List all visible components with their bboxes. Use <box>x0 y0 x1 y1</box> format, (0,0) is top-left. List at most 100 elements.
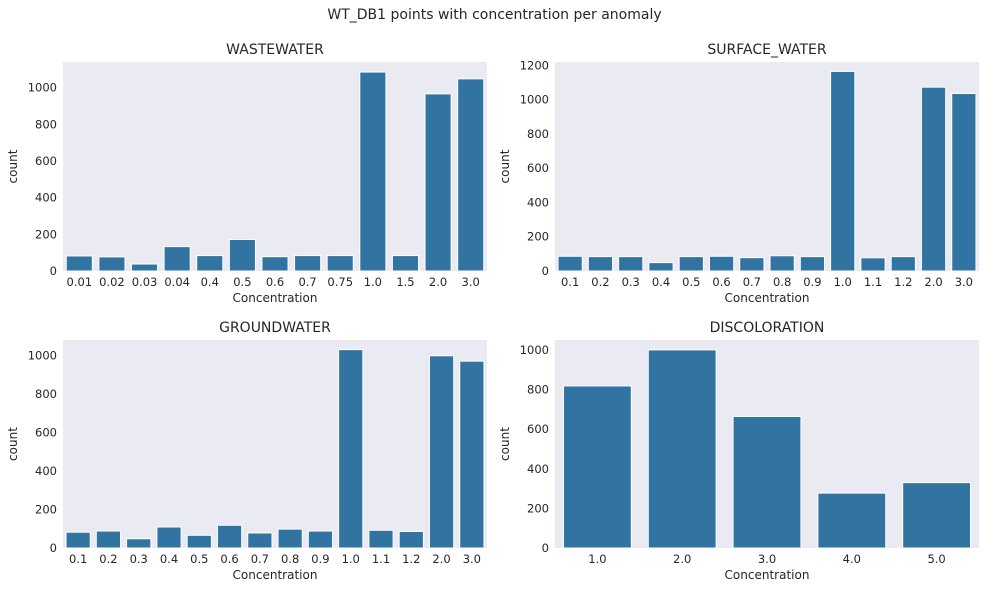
bar <box>368 529 394 549</box>
y-tick-label: 800 <box>35 387 57 401</box>
x-tick-label: 0.2 <box>99 552 117 566</box>
y-axis-label: count <box>498 149 512 183</box>
bar <box>618 256 644 272</box>
bar <box>247 532 273 549</box>
y-tick-label: 600 <box>35 425 57 439</box>
bar <box>739 257 765 272</box>
x-tick-label: 0.7 <box>298 275 316 289</box>
y-tick-label: 200 <box>527 230 549 244</box>
subplot-title: GROUNDWATER <box>219 320 331 336</box>
y-tick-label: 400 <box>35 464 57 478</box>
bar <box>65 255 93 272</box>
y-axis-label: count <box>498 427 512 461</box>
y-tick-label: 400 <box>527 462 549 476</box>
y-tick-label: 400 <box>527 195 549 209</box>
bar <box>130 263 159 272</box>
subplot-wastewater: 0.01 0.02 0.03 0.04 0.4 0.5 0.6 0.7 0.75 1.0 1.5 2.… <box>6 42 487 305</box>
subplot-title: SURFACE_WATER <box>707 42 827 58</box>
x-tick-label: 1.1 <box>864 275 882 289</box>
bar <box>326 255 354 272</box>
y-tick-label: 800 <box>527 127 549 141</box>
figure-title: WT_DB1 points with concentration per ano… <box>327 7 662 23</box>
bar <box>216 524 243 549</box>
y-tick-label: 0 <box>542 541 549 555</box>
subplot-discoloration: 1.0 2.0 3.0 4.0 5.0 0 200 400 600 800 1000 DISCOLOR… <box>498 320 979 582</box>
bar <box>391 255 420 272</box>
bar <box>769 255 795 272</box>
bar <box>648 262 674 272</box>
x-tick-label: 0.03 <box>132 275 158 289</box>
x-tick-label: 0.7 <box>251 552 269 566</box>
subplot-groundwater: 0.1 0.2 0.3 0.4 0.5 0.6 0.7 0.8 0.9 1.0 1.1 1.2 2.0 3… <box>6 320 487 582</box>
x-tick-label: 0.4 <box>201 275 219 289</box>
bar <box>732 415 802 549</box>
y-tick-label: 600 <box>35 154 57 168</box>
bar <box>951 93 977 272</box>
x-tick-label: 0.9 <box>311 552 329 566</box>
bar <box>186 534 212 549</box>
x-tick-label: 0.6 <box>220 552 238 566</box>
x-tick-label: 0.8 <box>281 552 299 566</box>
bar <box>428 355 455 549</box>
y-tick-label: 0 <box>50 264 57 278</box>
x-tick-label: 0.1 <box>561 275 579 289</box>
bar <box>398 530 424 549</box>
y-tick-label: 200 <box>527 501 549 515</box>
plot-area <box>63 62 487 271</box>
x-tick-label: 0.3 <box>130 552 148 566</box>
y-tick-label: 800 <box>527 383 549 397</box>
bar <box>359 71 387 272</box>
subplot-surface-water: 0.1 0.2 0.3 0.4 0.5 0.6 0.7 0.8 0.9 1.0 1.1 1.2 2.0 3… <box>498 42 979 305</box>
bar <box>902 482 972 549</box>
bar <box>196 255 224 272</box>
y-tick-label: 800 <box>35 117 57 131</box>
x-tick-label: 3.0 <box>463 552 481 566</box>
x-axis-label: Concentration <box>233 568 318 582</box>
bar <box>424 93 452 272</box>
bar <box>587 256 614 272</box>
bar <box>457 78 485 272</box>
x-tick-label: 2.0 <box>673 552 691 566</box>
bar <box>65 531 91 549</box>
bar <box>95 530 122 549</box>
x-tick-label: 0.6 <box>712 275 730 289</box>
x-tick-label: 3.0 <box>462 275 480 289</box>
x-tick-label: 0.1 <box>69 552 87 566</box>
x-tick-label: 0.75 <box>327 275 353 289</box>
subplot-title: WASTEWATER <box>226 42 324 58</box>
y-axis-label: count <box>6 427 20 461</box>
x-tick-label: 0.04 <box>164 275 190 289</box>
x-tick-label: 1.0 <box>834 275 852 289</box>
x-tick-label: 1.2 <box>402 552 420 566</box>
bar <box>261 256 289 272</box>
bar <box>459 360 485 549</box>
y-tick-label: 600 <box>527 161 549 175</box>
x-tick-label: 0.7 <box>743 275 761 289</box>
bar <box>562 385 632 549</box>
x-tick-label: 1.0 <box>588 552 606 566</box>
bar <box>156 526 182 549</box>
x-tick-label: 2.0 <box>432 552 450 566</box>
bar <box>307 530 334 549</box>
bar <box>277 528 303 549</box>
x-tick-label: 0.4 <box>652 275 670 289</box>
x-axis-label: Concentration <box>233 291 318 305</box>
bar <box>294 255 322 272</box>
x-tick-label: 1.0 <box>342 552 360 566</box>
x-tick-label: 3.0 <box>758 552 776 566</box>
bar <box>817 492 887 549</box>
x-tick-label: 0.2 <box>591 275 609 289</box>
bar <box>647 349 717 549</box>
y-tick-label: 1000 <box>28 81 57 95</box>
x-tick-label: 1.2 <box>894 275 912 289</box>
bar <box>163 246 191 272</box>
x-tick-label: 0.8 <box>773 275 791 289</box>
subplot-title: DISCOLORATION <box>710 320 825 336</box>
x-axis-label: Concentration <box>725 291 810 305</box>
bar <box>557 255 583 272</box>
x-tick-label: 0.5 <box>190 552 208 566</box>
x-tick-label: 0.5 <box>682 275 700 289</box>
y-tick-label: 1000 <box>28 348 57 362</box>
bar <box>228 238 256 272</box>
